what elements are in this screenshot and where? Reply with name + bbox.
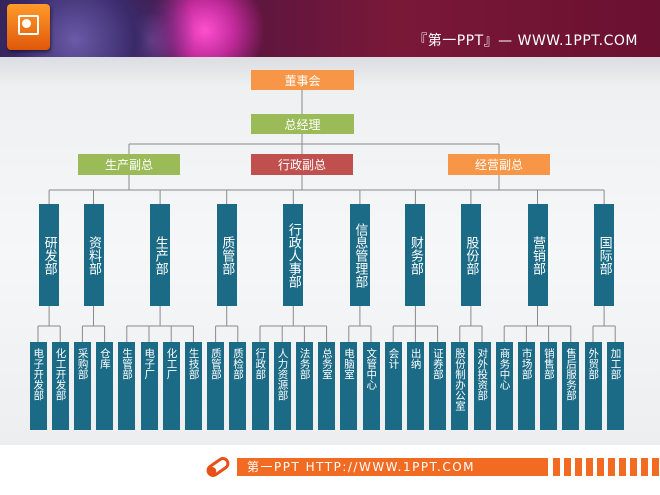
unit-box: 仓库 — [96, 342, 114, 430]
dept-box: 生产部 — [150, 204, 171, 306]
unit-box: 售后服务部 — [562, 342, 580, 430]
header-banner: 『第一PPT』— WWW.1PPT.COM — [0, 0, 660, 57]
vp-box-0: 生产副总 — [78, 154, 180, 175]
unit-box: 电子开发部 — [29, 342, 47, 430]
dept-box: 财务部 — [405, 204, 426, 306]
unit-box: 出纳 — [406, 342, 424, 430]
unit-box: 质管部 — [207, 342, 225, 430]
dept-box: 资料部 — [83, 204, 104, 306]
vp-box-1: 行政副总 — [251, 154, 353, 175]
vp-box-2: 经营副总 — [448, 154, 550, 175]
dept-box: 研发部 — [39, 204, 60, 306]
unit-box: 电子厂 — [140, 342, 158, 430]
unit-box: 总务室 — [318, 342, 336, 430]
dept-box: 股份部 — [460, 204, 481, 306]
footer-stripes — [553, 458, 660, 476]
unit-box: 人力资源部 — [273, 342, 291, 430]
dept-box: 信息管理部 — [349, 204, 370, 306]
dept-box: 营销部 — [527, 204, 548, 306]
unit-box: 会计 — [384, 342, 402, 430]
dept-box: 行政人事部 — [283, 204, 304, 306]
header-title: 『第一PPT』— WWW.1PPT.COM — [413, 33, 638, 49]
unit-box: 生技部 — [184, 342, 202, 430]
board-box: 董事会 — [251, 70, 354, 90]
unit-box: 化工开发部 — [51, 342, 69, 430]
footer-url: 第一PPT HTTP://WWW.1PPT.COM — [237, 458, 548, 476]
unit-box: 商务中心 — [495, 342, 513, 430]
dept-box: 质管部 — [216, 204, 237, 306]
unit-box: 销售部 — [540, 342, 558, 430]
unit-box: 市场部 — [517, 342, 535, 430]
gm-box: 总经理 — [251, 114, 354, 134]
unit-box: 加工部 — [606, 342, 624, 430]
unit-box: 质检部 — [229, 342, 247, 430]
dept-box: 国际部 — [594, 204, 615, 306]
powerpoint-icon — [7, 4, 50, 50]
unit-box: 对外投资部 — [473, 342, 491, 430]
unit-box: 化工厂 — [162, 342, 180, 430]
unit-box: 文管中心 — [362, 342, 380, 430]
unit-box: 电脑室 — [340, 342, 358, 430]
unit-box: 采购部 — [73, 342, 91, 430]
pen-icon — [206, 457, 230, 477]
connector-lines — [37, 90, 616, 342]
unit-box: 生管部 — [118, 342, 136, 430]
unit-box: 股份制办公室 — [451, 342, 469, 430]
unit-box: 证券部 — [429, 342, 447, 430]
unit-box: 行政部 — [251, 342, 269, 430]
unit-box: 外贸部 — [584, 342, 602, 430]
unit-box: 法务部 — [295, 342, 313, 430]
